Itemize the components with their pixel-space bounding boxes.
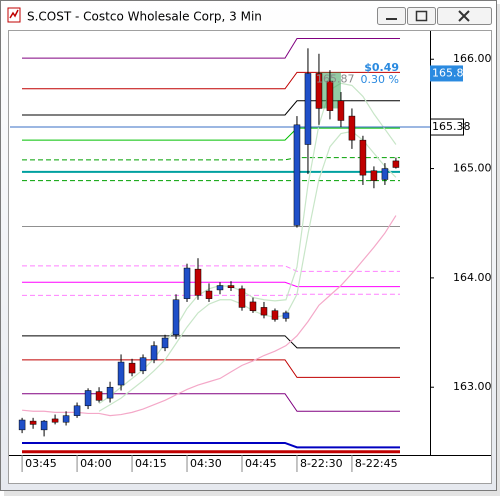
- maximize-glyph: [415, 10, 428, 22]
- candle-body: [205, 290, 213, 299]
- close-glyph: [458, 10, 470, 22]
- candle-body: [18, 419, 26, 431]
- candle-body: [249, 301, 257, 311]
- moving-average: [98, 82, 397, 405]
- candle-body: [150, 345, 158, 361]
- pivot-level: [22, 441, 400, 449]
- pivot-level: [22, 293, 400, 296]
- pivot-level: [22, 393, 400, 412]
- last-price-box: [430, 65, 463, 82]
- window-title: S.COST - Costco Wholesale Corp, 3 Min: [27, 10, 262, 24]
- candle-body: [172, 299, 180, 335]
- pivot-level: [22, 100, 400, 116]
- candle-body: [370, 170, 378, 181]
- measure-percent: 0.30 %: [361, 73, 399, 86]
- measure-price: 165.87: [316, 72, 355, 85]
- candle-body: [238, 288, 246, 308]
- crosshair-box: [430, 118, 464, 136]
- pivot-level: [22, 127, 400, 141]
- client-area: [8, 30, 492, 484]
- candle-body: [161, 337, 169, 349]
- crosshair-label: 165.38: [432, 120, 471, 133]
- candle-body: [304, 73, 312, 145]
- y-tick-label: 164.00: [453, 271, 492, 284]
- x-tick-label: 8-22:45: [355, 457, 398, 470]
- pivot-level: [22, 71, 400, 90]
- candle-body: [128, 362, 136, 374]
- candle-body: [326, 80, 334, 111]
- x-tick-label: 04:45: [245, 457, 277, 470]
- y-tick-label: 163.00: [453, 380, 492, 393]
- moving-average: [22, 215, 397, 417]
- candle-body: [293, 124, 301, 226]
- y-tick-label: 165.00: [453, 162, 492, 175]
- candle-body: [381, 168, 389, 180]
- moving-average: [98, 130, 397, 412]
- x-tick-label: 04:00: [80, 457, 112, 470]
- candle-body: [392, 160, 400, 168]
- y-tick-label: 166.00: [453, 52, 492, 65]
- candle-body: [40, 420, 48, 431]
- plot: 165.87: [10, 37, 430, 454]
- candle-body: [51, 418, 59, 423]
- pivot-level: [22, 157, 400, 161]
- candle-body: [73, 405, 81, 416]
- maximize-button[interactable]: [407, 7, 436, 25]
- candle-body: [359, 139, 367, 176]
- candle-body: [348, 115, 356, 141]
- minimize-button[interactable]: [377, 7, 406, 25]
- x-tick-label: 03:45: [25, 457, 57, 470]
- axes: 163.00 164.00 165.00 166.00 03:45 04:00 04:15 0…: [21, 52, 492, 472]
- candle-body: [227, 285, 235, 288]
- candle-body: [117, 361, 125, 386]
- measure-change: $0.49: [364, 61, 399, 74]
- candle-body: [337, 100, 345, 121]
- candle-body: [194, 268, 202, 296]
- candle-body: [84, 390, 92, 407]
- x-tick-label: 04:15: [135, 457, 167, 470]
- pivot-level: [22, 265, 400, 272]
- x-tick-label: 8-22:30: [300, 457, 343, 470]
- candle-body: [95, 391, 103, 401]
- last-price-label: 165.87: [432, 66, 471, 79]
- candle-body: [62, 415, 70, 423]
- candle-body: [29, 420, 37, 425]
- candle-body: [139, 357, 147, 372]
- candle-body: [183, 267, 191, 299]
- x-tick-label: 04:30: [190, 457, 222, 470]
- candle-body: [216, 285, 224, 291]
- candle-body: [271, 310, 279, 320]
- app-icon-glyph: [9, 9, 19, 19]
- candle-body: [260, 307, 268, 316]
- pivot-level: [22, 37, 400, 59]
- candle-body: [282, 312, 290, 319]
- window-buttons[interactable]: [377, 7, 492, 25]
- candle-body: [106, 386, 114, 399]
- candle-body: [315, 73, 323, 109]
